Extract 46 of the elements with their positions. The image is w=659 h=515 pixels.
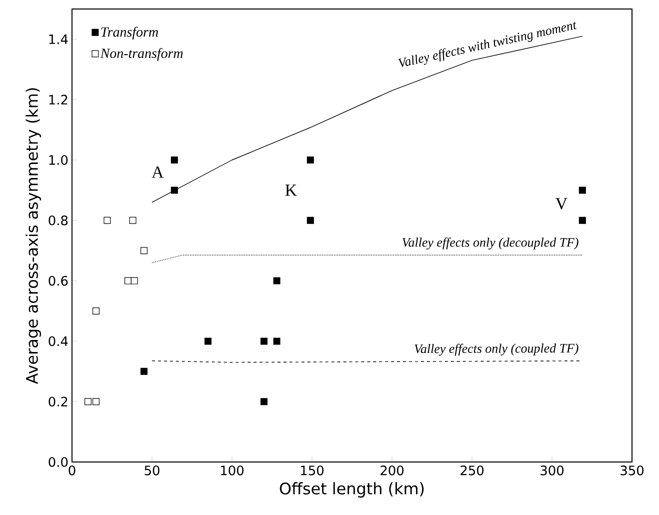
point <box>273 277 280 284</box>
point <box>104 216 111 224</box>
y-tick-label: 0.8 <box>48 216 68 226</box>
y-tick-label: 0.4 <box>48 336 68 346</box>
point <box>130 277 138 284</box>
y-axis-title: Average across-axis asymmetry (km) <box>26 88 42 384</box>
series-label: Valley effects only (coupled TF) <box>414 343 578 356</box>
point <box>260 398 268 406</box>
y-tick-label: 0.6 <box>48 276 68 286</box>
point <box>129 216 136 224</box>
annotation: V <box>556 198 568 210</box>
point <box>578 216 586 224</box>
annotation: A <box>152 166 164 178</box>
legend-label: Non-transform <box>100 48 183 61</box>
point <box>204 338 212 345</box>
y-tick-label: 0.0 <box>48 457 68 467</box>
y-tick-label: 0.2 <box>48 396 68 406</box>
point <box>124 277 132 284</box>
y-tick-label: 1.0 <box>49 155 68 165</box>
point <box>140 247 148 254</box>
point <box>306 216 314 224</box>
point <box>578 186 586 194</box>
x-tick-label: 0 <box>68 466 76 476</box>
point <box>92 398 100 406</box>
x-tick-label: 350 <box>620 466 644 476</box>
point <box>306 156 314 164</box>
x-axis-title: Offset length (km) <box>280 482 424 498</box>
series-label: Valley effects only (decoupled TF) <box>402 238 578 250</box>
point <box>170 186 178 194</box>
x-tick-label: 200 <box>380 466 404 476</box>
text: Valley effects with twisting moment <box>398 22 577 68</box>
x-tick-label: 50 <box>144 466 160 476</box>
x-tick-label: 150 <box>301 466 324 476</box>
y-tick-label: 1.4 <box>49 34 68 44</box>
y-tick-label: 1.2 <box>49 94 68 104</box>
point <box>140 368 148 375</box>
x-tick-label: 250 <box>460 466 484 476</box>
x-tick-label: 100 <box>221 466 244 476</box>
point <box>84 398 92 406</box>
annotation: K <box>285 184 297 196</box>
legend-label: Transform <box>101 26 158 40</box>
point <box>170 156 178 164</box>
point <box>273 338 280 345</box>
point <box>260 338 268 345</box>
x-tick-label: 300 <box>540 466 564 476</box>
point <box>92 307 100 314</box>
